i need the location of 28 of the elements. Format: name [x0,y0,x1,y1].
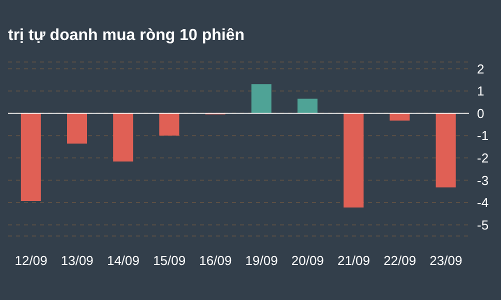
y-tick-label: -5 [477,217,489,232]
y-tick-label: -1 [477,128,489,144]
x-tick-label: 12/09 [14,253,48,268]
x-tick-label: 13/09 [60,253,94,268]
bar [298,98,318,114]
y-tick-label: 1 [477,84,484,99]
bar [390,113,410,121]
y-tick-label: 0 [477,106,484,121]
bar [344,113,364,208]
bar [436,113,456,188]
x-tick-label: 16/09 [199,253,232,268]
x-tick-label: 21/09 [337,253,370,268]
chart-title: trị tự doanh mua ròng 10 phiên [8,27,244,45]
y-tick-label: -3 [477,172,489,188]
bar [113,113,134,162]
y-tick-label: -4 [477,195,489,210]
x-tick-label: 15/09 [153,253,186,268]
x-tick-label: 14/09 [106,253,140,268]
x-tick-label: 20/09 [291,253,324,268]
bar [67,113,88,144]
bar [251,84,272,114]
x-tick-label: 19/09 [245,253,278,268]
y-tick-label: 2 [477,61,484,76]
x-tick-label: 22/09 [384,253,416,268]
y-tick-label: -2 [477,150,489,166]
bar [20,113,41,201]
bar [159,113,180,136]
x-tick-label: 23/09 [430,253,462,268]
